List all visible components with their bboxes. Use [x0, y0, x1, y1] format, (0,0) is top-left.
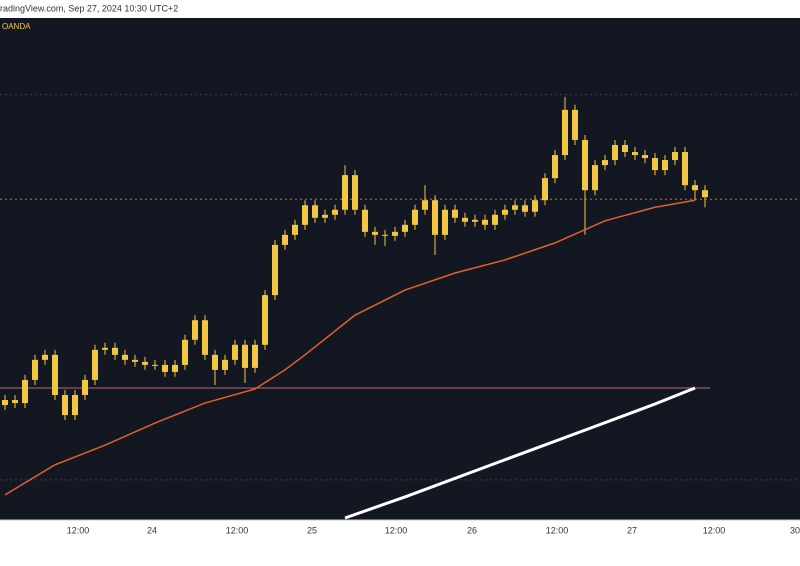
- candle-body: [72, 395, 78, 416]
- candle-body: [582, 139, 588, 191]
- candle-body: [242, 344, 248, 368]
- chart-title: radingView.com, Sep 27, 2024 10:30 UTC+2: [0, 3, 178, 13]
- candle-body: [592, 165, 598, 191]
- plot-area: [0, 18, 800, 520]
- candle-body: [2, 400, 8, 406]
- candle-body: [522, 205, 528, 212]
- candle-body: [342, 175, 348, 210]
- candle-body: [112, 347, 118, 355]
- candle-body: [92, 349, 98, 380]
- x-tick-label: 12:00: [226, 525, 249, 535]
- candle-body: [232, 344, 238, 360]
- candle-body: [652, 158, 658, 171]
- candle-body: [22, 379, 28, 404]
- candle-body: [452, 209, 458, 218]
- candle-body: [292, 224, 298, 235]
- x-tick-label: 25: [307, 525, 317, 535]
- candle-body: [382, 234, 388, 236]
- candle-body: [572, 109, 578, 140]
- candle-body: [282, 234, 288, 245]
- x-tick-label: 12:00: [385, 525, 408, 535]
- x-tick-label: 24: [147, 525, 157, 535]
- candle-body: [402, 224, 408, 232]
- candle-body: [482, 219, 488, 225]
- candle-body: [212, 354, 218, 370]
- candle-body: [532, 200, 538, 212]
- candle-body: [412, 209, 418, 225]
- candle-body: [662, 160, 668, 171]
- candle-body: [172, 364, 178, 372]
- x-tick-label: 12:00: [703, 525, 726, 535]
- candle-body: [42, 354, 48, 360]
- candle-body: [562, 109, 568, 156]
- moving-average-line: [344, 386, 696, 520]
- candle-body: [352, 175, 358, 210]
- candle-body: [462, 217, 468, 222]
- candle-body: [142, 361, 148, 365]
- candle-body: [302, 205, 308, 225]
- candle-body: [182, 339, 188, 365]
- candle-body: [692, 185, 698, 191]
- candle-body: [682, 152, 688, 186]
- candle-body: [552, 155, 558, 179]
- candle-body: [322, 214, 328, 218]
- candle-body: [512, 205, 518, 210]
- candle-body: [162, 364, 168, 372]
- candle-body: [202, 320, 208, 355]
- candle-body: [392, 231, 398, 236]
- candle-body: [82, 379, 88, 396]
- candle-body: [602, 160, 608, 166]
- candle-body: [612, 145, 618, 161]
- x-tick-label: 26: [467, 525, 477, 535]
- candle-body: [422, 200, 428, 210]
- candle-body: [702, 190, 708, 198]
- x-tick-label: 27: [627, 525, 637, 535]
- candle-body: [442, 209, 448, 235]
- candle-body: [152, 364, 158, 366]
- candle-body: [312, 205, 318, 218]
- candle-body: [622, 145, 628, 153]
- candle-body: [102, 347, 108, 350]
- moving-average-line: [4, 199, 696, 496]
- candle-body: [62, 395, 68, 416]
- candle-body: [12, 400, 18, 404]
- x-tick-label: 12:00: [67, 525, 90, 535]
- candle-body: [132, 359, 138, 362]
- candle-body: [542, 178, 548, 201]
- candle-body: [642, 155, 648, 159]
- candle-body: [272, 244, 278, 296]
- candle-body: [192, 320, 198, 340]
- candle-body: [492, 214, 498, 225]
- candle-body: [262, 295, 268, 345]
- candle-body: [222, 359, 228, 370]
- candle-body: [252, 344, 258, 368]
- x-tick-label: 30: [790, 525, 800, 535]
- candle-body: [632, 152, 638, 156]
- candle-body: [432, 200, 438, 235]
- candle-body: [332, 209, 338, 215]
- candle-body: [502, 209, 508, 215]
- candle-body: [32, 359, 38, 380]
- x-tick-label: 12:00: [546, 525, 569, 535]
- candle-body: [52, 354, 58, 396]
- candle-body: [672, 152, 678, 161]
- candle-body: [372, 231, 378, 235]
- source-label: OANDA: [2, 22, 31, 31]
- candle-body: [362, 209, 368, 232]
- candle-body: [122, 354, 128, 360]
- candle-body: [472, 219, 478, 222]
